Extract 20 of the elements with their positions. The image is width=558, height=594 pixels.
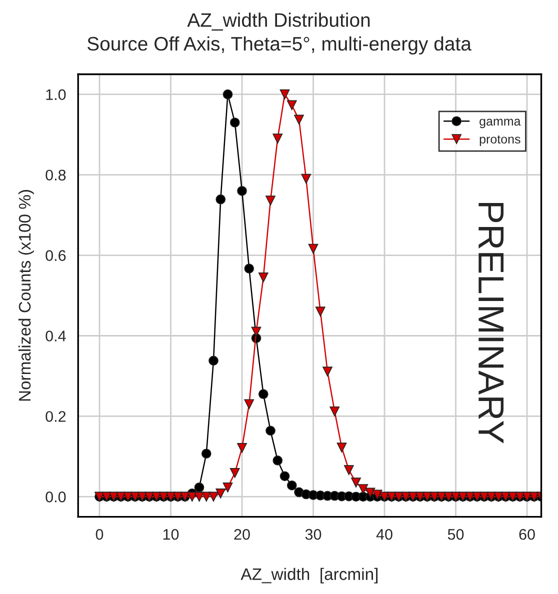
y-tick-label: 1.0 [46,89,66,100]
x-tick-label: 0 [96,528,104,540]
x-axis-title: AZ_width [arcmin] [240,568,378,584]
x-tick-label: 20 [234,528,250,540]
annotation: PRELIMINARY [478,202,504,444]
x-tick-label: 40 [376,528,392,540]
y-tick-label: 0.2 [46,411,66,422]
y-tick-label: 0.6 [46,250,66,261]
y-tick-label: 0.8 [46,170,66,181]
y-tick-label: 0.4 [46,330,66,342]
y-tick-label: 0.0 [46,492,66,502]
legend-label: gamma [480,118,521,128]
x-tick-label: 50 [448,528,464,540]
x-tick-label: 60 [519,528,535,540]
legend-label: protons [480,135,520,146]
x-tick-label: 10 [163,528,179,540]
y-axis-title: Normalized Counts (x100 %) [18,190,34,401]
x-tick-label: 30 [305,528,322,540]
chart-title: AZ_width Distribution [187,12,370,31]
chart-subtitle: Source Off Axis, Theta=5°, multi-energy data [87,36,472,55]
